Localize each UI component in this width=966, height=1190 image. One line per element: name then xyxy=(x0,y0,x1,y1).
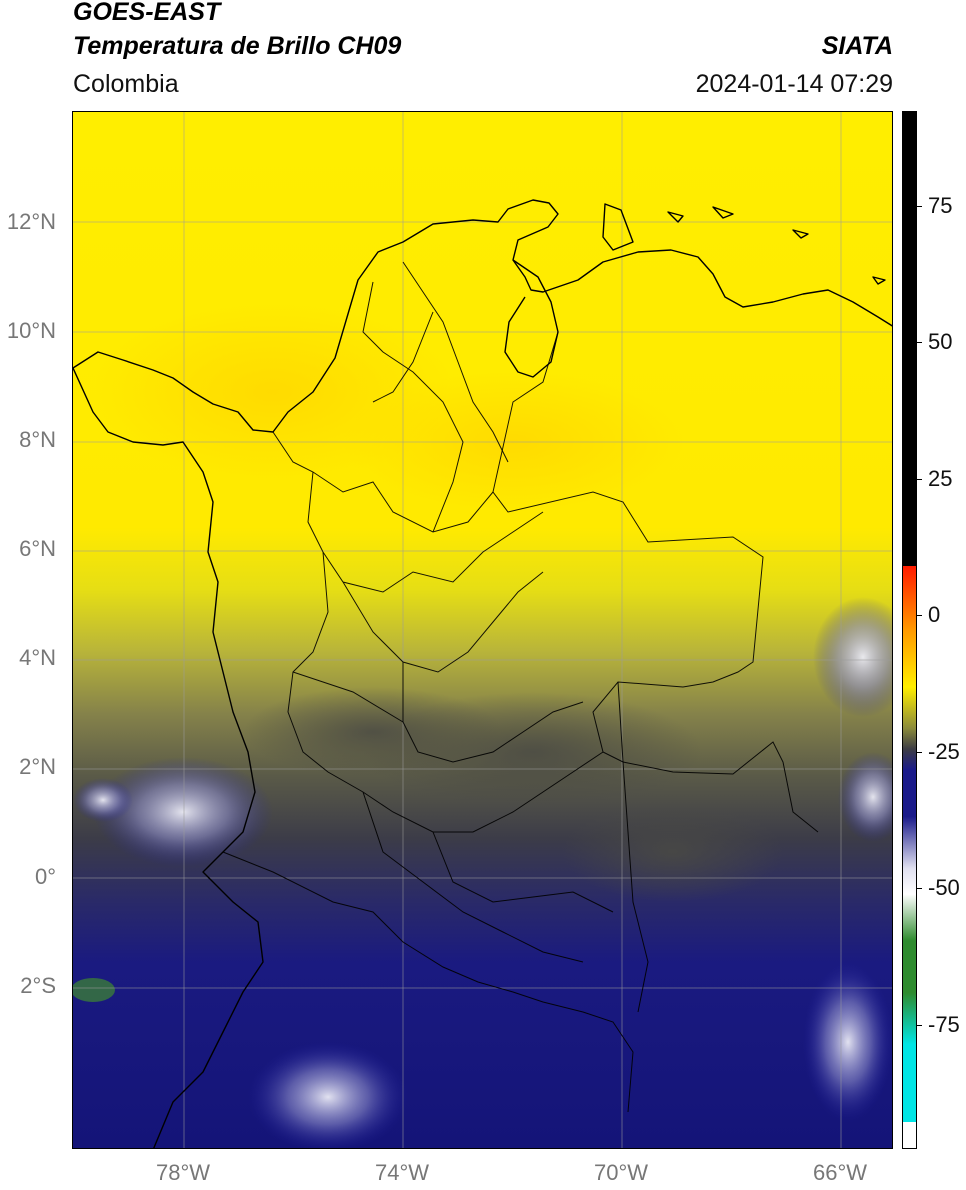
lat-label-2n: 2°N xyxy=(19,754,56,779)
lat-label-6n: 6°N xyxy=(19,536,56,561)
brand-label: SIATA xyxy=(821,32,893,60)
lake-maracaibo xyxy=(504,259,559,378)
pacific-coastline xyxy=(73,367,264,1148)
map-canvas xyxy=(73,112,892,1148)
cold-cloud-east xyxy=(838,752,892,842)
cold-cloud-south xyxy=(248,1042,408,1148)
colorbar-label-50: 50 xyxy=(928,329,953,354)
island-small-2 xyxy=(872,276,886,285)
gray-patch-west xyxy=(243,687,503,777)
lat-label-equator: 0° xyxy=(34,864,56,889)
caribbean-coastline xyxy=(73,199,892,433)
island-small-1 xyxy=(792,229,809,239)
lat-label-8n: 8°N xyxy=(19,427,56,452)
datetime-label: 2024-01-14 07:29 xyxy=(695,70,893,98)
gridlines xyxy=(73,112,892,1148)
title-satellite: GOES-EAST xyxy=(73,0,221,26)
lon-label-66w: 66°W xyxy=(812,1160,868,1185)
cold-cloud-pacific xyxy=(93,757,273,867)
venezuela-border xyxy=(492,331,819,833)
lon-label-78w: 78°W xyxy=(155,1160,211,1185)
coastlines xyxy=(73,199,892,1148)
colorbar-label-0: 0 xyxy=(928,602,941,627)
island-aruba xyxy=(667,211,684,223)
colorbar-tick-25 xyxy=(917,479,922,480)
lat-label-12n: 12°N xyxy=(6,209,56,234)
lat-label-2s: 2°S xyxy=(20,973,56,998)
brazil-border xyxy=(617,681,649,1013)
colorbar-tick-minus50 xyxy=(917,888,922,889)
colorbar-label-25: 25 xyxy=(928,466,953,491)
lon-label-70w: 70°W xyxy=(593,1160,649,1185)
colorbar-label-75: 75 xyxy=(928,193,953,218)
colorbar-label-minus50: -50 xyxy=(928,875,960,900)
colorbar-label-minus25: -25 xyxy=(928,739,960,764)
cold-cloud-brazil xyxy=(803,962,892,1122)
colorbar-tick-75 xyxy=(917,206,922,207)
colorbar-tick-minus75 xyxy=(917,1025,922,1026)
colorbar-tick-0 xyxy=(917,615,922,616)
gray-patch-east xyxy=(563,802,783,902)
cold-cloud-pacific-edge xyxy=(73,778,133,822)
title-product: Temperatura de Brillo CH09 xyxy=(73,32,402,60)
colorbar xyxy=(902,111,917,1149)
borders xyxy=(222,261,819,1113)
lat-label-10n: 10°N xyxy=(6,318,56,343)
region-label: Colombia xyxy=(73,70,179,98)
island-curacao xyxy=(712,206,734,219)
lat-label-4n: 4°N xyxy=(19,645,56,670)
satellite-map xyxy=(72,111,893,1149)
cold-spot-ecuador xyxy=(73,978,115,1002)
lon-label-74w: 74°W xyxy=(374,1160,430,1185)
cold-cloud-venezuela xyxy=(813,597,892,717)
paraguana-peninsula xyxy=(602,203,634,251)
brightness-temperature-field xyxy=(73,112,892,1148)
colorbar-label-minus75: -75 xyxy=(928,1012,960,1037)
colorbar-tick-50 xyxy=(917,342,922,343)
colorbar-tick-minus25 xyxy=(917,752,922,753)
department-borders xyxy=(272,261,614,963)
ecuador-peru-border xyxy=(222,851,634,1113)
